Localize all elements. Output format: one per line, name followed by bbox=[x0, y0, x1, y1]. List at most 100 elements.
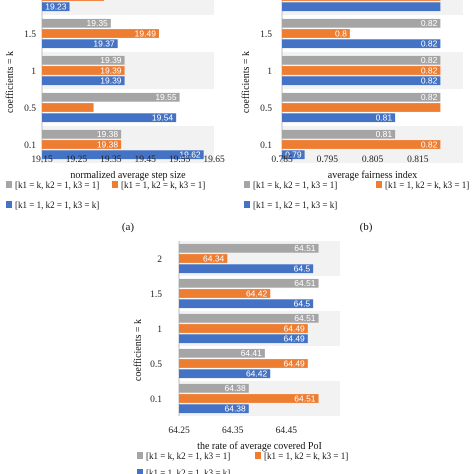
bar-k1 bbox=[42, 92, 180, 102]
category-label: 1 bbox=[31, 67, 36, 77]
x-tick-label: 0.805 bbox=[362, 155, 384, 165]
legend-label-all: [k1 = 1, k2 = 1, k3 = k] bbox=[253, 200, 337, 210]
data-label: 64.42 bbox=[246, 288, 268, 298]
bar-k1 bbox=[179, 313, 319, 323]
bar-all bbox=[282, 39, 441, 49]
category-label: 1.5 bbox=[24, 30, 36, 40]
legend-swatch-all bbox=[137, 469, 143, 474]
legend-swatch-k1 bbox=[6, 181, 12, 188]
data-label: 64.34 bbox=[203, 253, 225, 263]
data-label: 19.39 bbox=[100, 55, 122, 65]
bar-k3 bbox=[179, 394, 319, 403]
bar-all bbox=[42, 150, 204, 160]
bar-k1 bbox=[282, 55, 441, 65]
panel-caption: (b) bbox=[360, 221, 373, 233]
x-tick-label: 19.25 bbox=[66, 155, 88, 165]
data-label: 19.37 bbox=[93, 39, 115, 49]
bar-k1 bbox=[282, 18, 441, 28]
data-label: 64.51 bbox=[294, 243, 316, 253]
bar-k1 bbox=[179, 348, 265, 358]
bar-k1 bbox=[42, 18, 111, 28]
bar-all bbox=[42, 76, 125, 86]
bar-all bbox=[179, 369, 271, 379]
category-label: 1.5 bbox=[150, 290, 162, 300]
data-label: 0.82 bbox=[421, 65, 438, 75]
legend-label-k3: [k1 = 1, k2 = k, k3 = 1] bbox=[264, 451, 348, 461]
bar-k3 bbox=[42, 0, 104, 1]
legend-swatch-k3 bbox=[112, 181, 118, 188]
bar-k3 bbox=[42, 140, 122, 149]
data-label: 0.81 bbox=[376, 129, 393, 139]
data-label: 19.39 bbox=[100, 65, 122, 75]
data-label: 19.55 bbox=[155, 92, 177, 102]
legend-label-k1: [k1 = k, k2 = 1, k3 = 1] bbox=[146, 451, 230, 461]
data-label: 0.82 bbox=[421, 39, 438, 49]
bar-all bbox=[179, 264, 314, 274]
data-label: 19.38 bbox=[97, 139, 119, 149]
bar-k3 bbox=[282, 66, 441, 75]
bar-all bbox=[42, 2, 70, 12]
bar-k1 bbox=[42, 55, 125, 65]
x-tick-label: 19.45 bbox=[135, 155, 157, 165]
category-label: 0.5 bbox=[150, 360, 162, 370]
bar-k3 bbox=[282, 103, 441, 112]
legend-label-k1: [k1 = k, k2 = 1, k3 = 1] bbox=[253, 180, 337, 190]
category-label: 2 bbox=[267, 0, 272, 3]
background-band bbox=[42, 0, 214, 15]
data-label: 19.38 bbox=[97, 129, 119, 139]
legend-label-k1: [k1 = k, k2 = 1, k3 = 1] bbox=[15, 180, 99, 190]
x-tick-label: 19.65 bbox=[203, 155, 225, 165]
data-label: 19.39 bbox=[100, 76, 122, 86]
x-tick-label: 0.815 bbox=[407, 155, 429, 165]
legend-swatch-all bbox=[6, 201, 12, 208]
data-label: 64.5 bbox=[294, 299, 311, 309]
data-label: 0.82 bbox=[421, 92, 438, 102]
data-label: 0.8 bbox=[335, 28, 347, 38]
data-label: 64.51 bbox=[294, 313, 316, 323]
data-label: 64.41 bbox=[241, 348, 263, 358]
bar-all bbox=[179, 334, 308, 344]
bar-k3 bbox=[42, 29, 159, 38]
bar-k3 bbox=[282, 0, 441, 1]
bar-all bbox=[282, 150, 305, 160]
data-label: 64.49 bbox=[284, 323, 306, 333]
data-label: 19.49 bbox=[135, 28, 157, 38]
data-label: 64.5 bbox=[294, 264, 311, 274]
legend-swatch-k3 bbox=[255, 452, 261, 459]
bar-k3 bbox=[179, 359, 308, 368]
bar-all bbox=[42, 39, 118, 49]
bar-k3 bbox=[42, 66, 125, 75]
category-label: 2 bbox=[157, 255, 162, 265]
data-label: 64.38 bbox=[224, 383, 246, 393]
data-label: 64.38 bbox=[224, 404, 246, 414]
bar-k1 bbox=[42, 129, 122, 139]
bar-k1 bbox=[282, 129, 396, 139]
bar-all bbox=[179, 404, 249, 414]
y-axis-title: coefficients = k bbox=[241, 51, 252, 113]
x-tick-label: 19.35 bbox=[100, 155, 122, 165]
y-axis-title: coefficients = k bbox=[133, 319, 144, 381]
x-tick-label: 64.35 bbox=[222, 426, 244, 436]
y-axis-title: coefficients = k bbox=[5, 51, 16, 113]
legend-swatch-all bbox=[244, 201, 250, 208]
bar-k3 bbox=[179, 289, 271, 298]
x-axis-title: the rate of average covered PoI bbox=[197, 441, 322, 452]
category-label: 1.5 bbox=[260, 30, 272, 40]
data-label: 19.23 bbox=[45, 2, 67, 12]
category-label: 0.1 bbox=[150, 395, 162, 405]
x-tick-label: 64.45 bbox=[276, 426, 298, 436]
bar-all bbox=[179, 299, 314, 309]
data-label: 19.35 bbox=[87, 18, 109, 28]
x-tick-label: 0.795 bbox=[317, 155, 339, 165]
data-label: 64.49 bbox=[284, 358, 306, 368]
bar-k1 bbox=[179, 383, 249, 393]
bar-all bbox=[42, 113, 177, 123]
data-label: 0.82 bbox=[421, 76, 438, 86]
x-tick-label: 64.25 bbox=[168, 426, 190, 436]
data-label: 0.79 bbox=[285, 150, 302, 160]
data-label: 64.42 bbox=[246, 369, 268, 379]
data-label: 64.49 bbox=[284, 334, 306, 344]
bar-k1 bbox=[179, 278, 319, 288]
legend-label-all: [k1 = 1, k2 = 1, k3 = k] bbox=[15, 200, 99, 210]
